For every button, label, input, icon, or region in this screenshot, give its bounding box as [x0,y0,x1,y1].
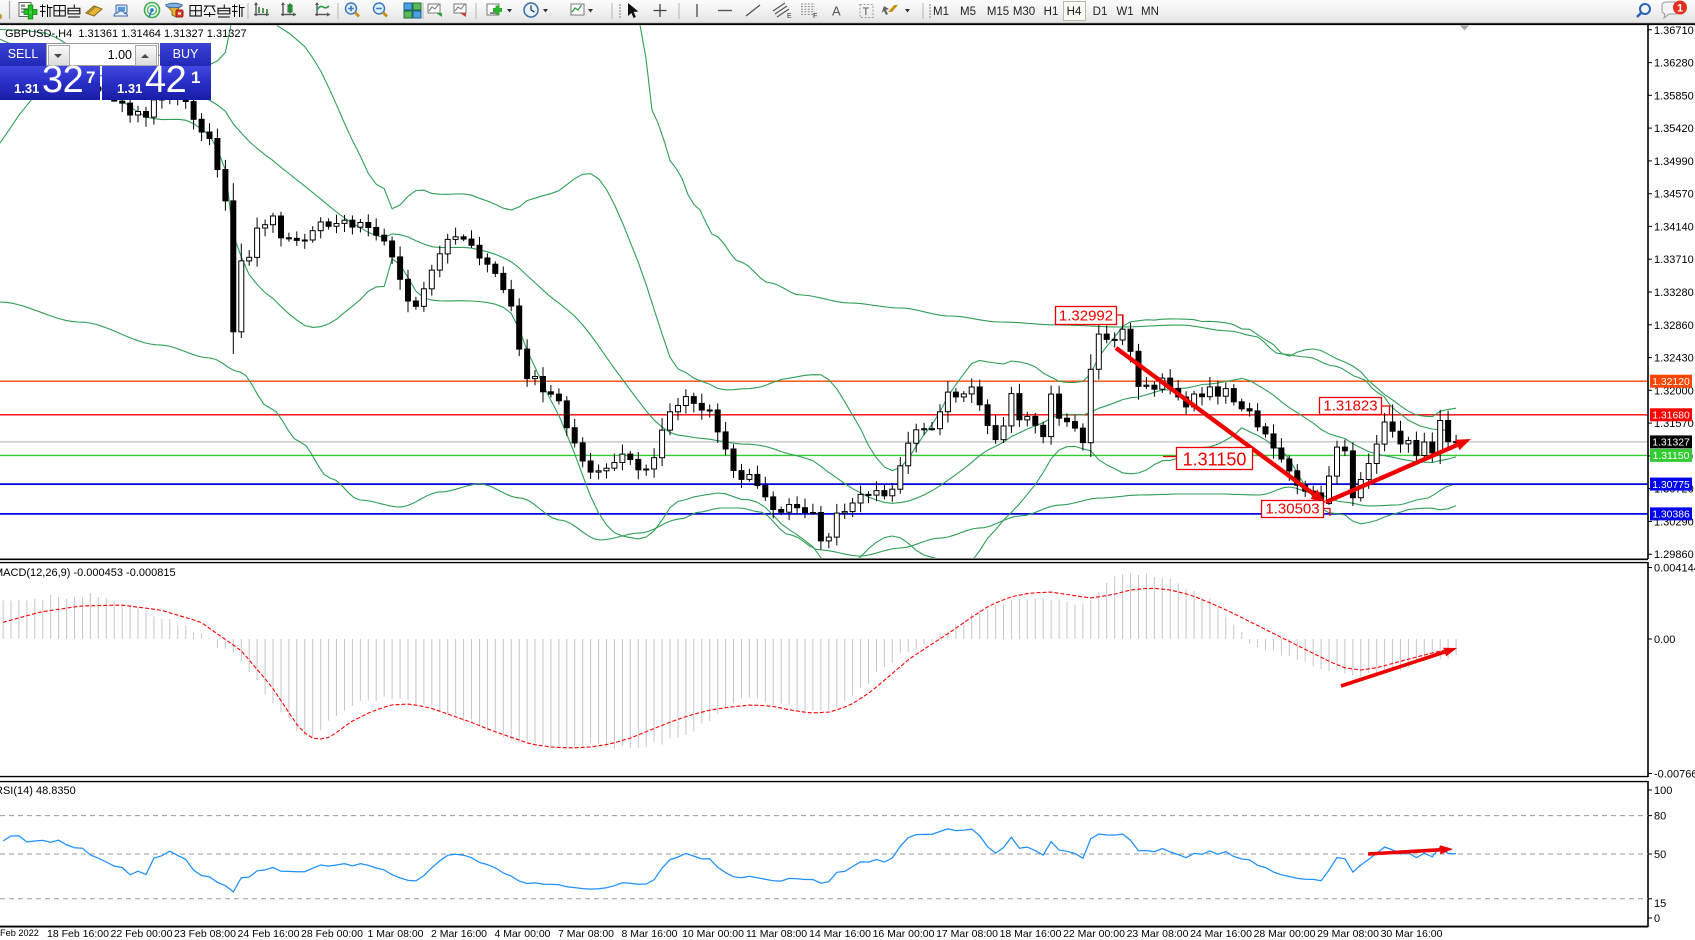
svg-text:28 Feb 00:00: 28 Feb 00:00 [301,928,363,940]
svg-text:E: E [787,13,792,20]
svg-text:1.32000: 1.32000 [1654,385,1694,397]
svg-text:1.29860: 1.29860 [1654,549,1694,561]
svg-text:24 Feb 16:00: 24 Feb 16:00 [238,928,300,940]
svg-text:D1: D1 [1093,6,1108,18]
svg-text:17 Mar 08:00: 17 Mar 08:00 [936,928,998,940]
svg-text:1.31150: 1.31150 [1183,450,1247,470]
svg-text:H1: H1 [1044,6,1059,18]
svg-text:28 Mar 00:00: 28 Mar 00:00 [1254,928,1316,940]
svg-text:1.31823: 1.31823 [1323,398,1377,415]
svg-text:23 Feb 08:00: 23 Feb 08:00 [174,928,236,940]
svg-text:1.32992: 1.32992 [1059,308,1113,325]
svg-text:1.30775: 1.30775 [1652,480,1690,491]
svg-text:7 Mar 08:00: 7 Mar 08:00 [558,928,614,940]
svg-text:80: 80 [1654,811,1666,823]
svg-text:-0.007664: -0.007664 [1654,769,1695,781]
svg-text:18 Feb 16:00: 18 Feb 16:00 [47,928,109,940]
svg-text:1.32120: 1.32120 [1652,377,1690,388]
svg-text:MACD(12,26,9) -0.000453 -0.000: MACD(12,26,9) -0.000453 -0.000815 [0,567,176,579]
svg-text:W1: W1 [1116,6,1133,18]
svg-text:50: 50 [1654,849,1666,861]
svg-text:8 Mar 16:00: 8 Mar 16:00 [621,928,677,940]
svg-text:1.34990: 1.34990 [1654,156,1694,168]
svg-text:11 Mar 08:00: 11 Mar 08:00 [746,928,807,940]
svg-text:RSI(14) 48.8350: RSI(14) 48.8350 [0,785,76,797]
svg-text:F: F [813,13,817,20]
svg-text:1.34570: 1.34570 [1654,189,1694,201]
svg-text:0.00: 0.00 [1654,634,1675,646]
svg-text:1.33710: 1.33710 [1654,254,1694,266]
svg-text:29 Mar 08:00: 29 Mar 08:00 [1317,928,1379,940]
svg-text:1.35850: 1.35850 [1654,90,1694,102]
svg-text:A: A [832,4,841,19]
svg-text:1.30503: 1.30503 [1265,501,1319,518]
svg-text:0.004144: 0.004144 [1654,563,1695,575]
svg-text:1.33280: 1.33280 [1654,287,1694,299]
svg-text:15: 15 [1654,898,1666,910]
svg-text:14 Mar 16:00: 14 Mar 16:00 [809,928,871,940]
svg-text:MN: MN [1141,6,1159,18]
svg-text:GBPUSD-,H4 1.31361 1.31464 1.: GBPUSD-,H4 1.31361 1.31464 1.31327 1.313… [5,28,247,40]
svg-text:1: 1 [1677,3,1683,15]
svg-text:1.31150: 1.31150 [1653,451,1690,462]
svg-text:16 Mar 00:00: 16 Mar 00:00 [873,928,935,940]
svg-text:1.32860: 1.32860 [1654,320,1694,332]
svg-text:M15: M15 [987,6,1009,18]
svg-text:1.31327: 1.31327 [1652,438,1690,449]
svg-text:1.34140: 1.34140 [1654,221,1694,233]
svg-text:M5: M5 [960,6,976,18]
svg-text:M30: M30 [1013,6,1035,18]
svg-text:0: 0 [1654,913,1660,925]
svg-text:1.36280: 1.36280 [1654,58,1694,70]
svg-text:2 Mar 16:00: 2 Mar 16:00 [431,928,487,940]
svg-text:18 Mar 16:00: 18 Mar 16:00 [1000,928,1062,940]
svg-text:1.30386: 1.30386 [1652,510,1690,521]
svg-text:1 Mar 08:00: 1 Mar 08:00 [367,928,423,940]
svg-text:1.36710: 1.36710 [1654,25,1694,37]
svg-text:1.32430: 1.32430 [1654,353,1694,365]
svg-text:100: 100 [1654,785,1672,797]
svg-text:1.35420: 1.35420 [1654,123,1694,135]
svg-text:24 Mar 16:00: 24 Mar 16:00 [1190,928,1252,940]
svg-text:22 Mar 00:00: 22 Mar 00:00 [1063,928,1125,940]
svg-text:22 Feb 00:00: 22 Feb 00:00 [111,928,173,940]
svg-text:T: T [863,6,870,18]
svg-text:1.31680: 1.31680 [1652,411,1690,422]
svg-text:10 Mar 00:00: 10 Mar 00:00 [682,928,744,940]
svg-text:M1: M1 [933,6,949,18]
svg-text:H4: H4 [1067,6,1082,18]
svg-text:23 Mar 08:00: 23 Mar 08:00 [1127,928,1189,940]
svg-text:Feb 2022: Feb 2022 [0,928,39,938]
svg-text:4 Mar 00:00: 4 Mar 00:00 [494,928,550,940]
svg-text:30 Mar 16:00: 30 Mar 16:00 [1381,928,1443,940]
